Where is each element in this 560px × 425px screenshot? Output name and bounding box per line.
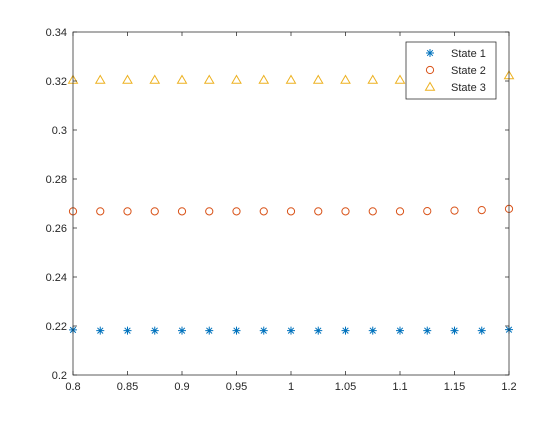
x-tick-label: 0.9 xyxy=(174,381,189,393)
y-tick-label: 0.22 xyxy=(46,321,67,333)
legend-marker xyxy=(426,49,434,57)
x-tick-label: 0.95 xyxy=(226,381,247,393)
data-point xyxy=(232,207,241,216)
data-point xyxy=(341,326,350,335)
legend: State 1 State 2 State 3 xyxy=(405,41,497,100)
data-point xyxy=(231,74,242,84)
data-point xyxy=(396,326,404,335)
data-point xyxy=(367,74,379,84)
y-tick-label: 0.26 xyxy=(46,223,67,235)
data-point xyxy=(205,326,214,335)
x-tick-label: 1.1 xyxy=(392,381,407,393)
legend-box xyxy=(405,41,497,100)
x-tick-label: 0.8 xyxy=(65,381,80,393)
data-point xyxy=(287,326,295,335)
data-point xyxy=(123,207,132,216)
axes: 0.8 0.85 0.9 0.95 1 1.05 1.1 1.15 1.2 0.2 0.22 0.24… xyxy=(46,27,517,393)
x-tick-label: 1.05 xyxy=(335,381,356,393)
data-point xyxy=(423,326,432,335)
legend-item: State 1 xyxy=(426,48,486,60)
y-tick-label: 0.34 xyxy=(46,27,67,39)
data-point xyxy=(477,326,486,335)
data-point xyxy=(96,326,105,335)
data-point xyxy=(314,207,323,216)
data-point xyxy=(286,207,296,216)
data-point xyxy=(258,74,270,84)
data-point xyxy=(285,74,297,84)
data-point xyxy=(368,207,377,216)
data-point xyxy=(176,74,188,84)
data-point xyxy=(122,74,133,84)
data-point xyxy=(259,326,268,335)
data-point xyxy=(123,326,132,335)
data-point xyxy=(232,326,241,335)
data-point xyxy=(205,207,214,216)
legend-label: State 3 xyxy=(451,82,486,94)
data-point xyxy=(94,74,106,84)
data-point xyxy=(423,206,432,216)
data-point xyxy=(178,326,186,335)
data-point xyxy=(368,326,377,335)
data-point xyxy=(450,206,459,215)
data-point xyxy=(177,207,187,216)
data-point xyxy=(96,207,105,216)
legend-item: State 3 xyxy=(424,81,486,94)
legend-marker xyxy=(424,81,436,91)
y-tick-label: 0.3 xyxy=(52,125,67,137)
data-marks xyxy=(67,70,515,335)
data-point xyxy=(150,326,159,335)
data-point xyxy=(314,326,323,335)
x-tick-label: 1 xyxy=(288,381,294,393)
data-point xyxy=(340,74,351,84)
data-point xyxy=(341,207,350,216)
x-tick-label: 1.15 xyxy=(444,381,465,393)
y-tick-label: 0.2 xyxy=(52,370,67,382)
x-tick-label: 0.85 xyxy=(117,381,138,393)
data-point xyxy=(149,74,161,84)
data-point xyxy=(394,74,406,84)
series-2 xyxy=(68,204,514,216)
legend-item: State 2 xyxy=(425,65,486,77)
legend-label: State 2 xyxy=(451,65,486,77)
data-point xyxy=(203,74,215,84)
data-point xyxy=(450,326,459,335)
legend-marker xyxy=(425,65,435,75)
data-point xyxy=(150,207,159,216)
y-tick-label: 0.28 xyxy=(46,174,67,186)
data-point xyxy=(395,207,405,216)
y-tick-label: 0.32 xyxy=(46,76,67,88)
legend-label: State 1 xyxy=(451,48,486,60)
y-tick-label: 0.24 xyxy=(46,272,67,284)
data-point xyxy=(477,206,486,215)
data-point xyxy=(259,207,268,216)
data-point xyxy=(312,74,324,84)
x-tick-label: 1.2 xyxy=(501,381,516,393)
